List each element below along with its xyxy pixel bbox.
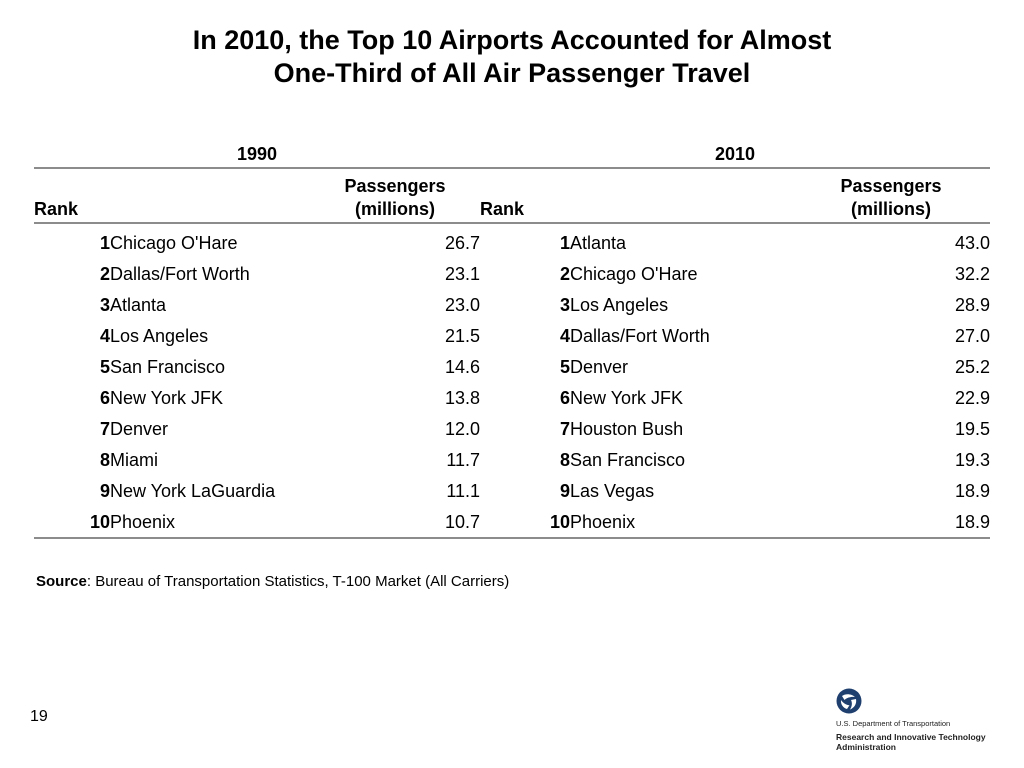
rank-2010-cell: 3 xyxy=(560,294,571,315)
passengers-1990-cell: 11.7 xyxy=(446,449,481,470)
table-row: 1 Chicago O'Hare 26.7 1 Atlanta 43.0 xyxy=(34,223,990,258)
airport-2010-cell: Dallas/Fort Worth xyxy=(570,325,710,346)
passengers-2010-cell: 19.3 xyxy=(954,449,991,470)
airport-1990-cell: Phoenix xyxy=(110,506,310,539)
logo-agency-line-2: Administration xyxy=(836,742,896,752)
airport-2010-cell: Los Angeles xyxy=(570,294,669,315)
year-2010-header: 2010 xyxy=(480,137,991,169)
rank-1990-cell: 5 xyxy=(99,356,110,377)
passengers-1990-cell: 14.6 xyxy=(444,356,481,377)
rank-2010-cell: 10 xyxy=(480,506,571,539)
passengers-2010-cell: 25.2 xyxy=(954,356,991,377)
airport-1990-cell: Dallas/Fort Worth xyxy=(110,263,250,284)
usdot-rita-logo: U.S. Department of Transportation Resear… xyxy=(836,688,1016,758)
rank-2010-cell: 9 xyxy=(560,480,571,501)
logo-agency-line-1: Research and Innovative Technology xyxy=(836,732,986,742)
passengers-2010-cell: 43.0 xyxy=(954,232,991,253)
passengers-2010-cell: 18.9 xyxy=(954,480,991,501)
passengers-1990-cell: 26.7 xyxy=(444,232,481,253)
source-label: Source xyxy=(36,573,87,590)
passengers-1990-cell: 11.1 xyxy=(446,480,481,501)
passengers-2010-header: Passengers (millions) xyxy=(792,168,991,224)
passengers-1990-cell: 23.1 xyxy=(444,263,481,284)
passengers-2010-cell: 28.9 xyxy=(954,294,991,315)
airport-2010-cell: New York JFK xyxy=(570,387,684,408)
passengers-2010-cell: 22.9 xyxy=(954,387,991,408)
table-row: 10 Phoenix 10.7 10 Phoenix 18.9 xyxy=(34,506,991,539)
slide-title-line-2: One-Third of All Air Passenger Travel xyxy=(273,58,751,88)
passengers-1990-header: Passengers (millions) xyxy=(310,168,481,224)
airport-1990-cell: Chicago O'Hare xyxy=(110,232,238,253)
rank-2010-cell: 4 xyxy=(560,325,571,346)
passengers-1990-cell: 10.7 xyxy=(310,506,481,539)
rank-1990-cell: 10 xyxy=(34,506,110,539)
page-number: 19 xyxy=(30,708,48,725)
rank-1990-cell: 8 xyxy=(99,449,110,470)
rank-2010-cell: 7 xyxy=(560,418,571,439)
table-row: 3 Atlanta 23.0 3 Los Angeles 28.9 xyxy=(34,289,990,320)
airport-2010-cell: Chicago O'Hare xyxy=(570,263,698,284)
passengers-header-line-1: Passengers xyxy=(840,176,942,196)
passengers-header-line-2: (millions) xyxy=(851,199,932,219)
passengers-2010-cell: 18.9 xyxy=(792,506,991,539)
rank-2010-cell: 6 xyxy=(560,387,571,408)
airport-1990-cell: Denver xyxy=(110,418,169,439)
column-header-row: Rank Passengers (millions) Rank Passenge… xyxy=(34,168,991,224)
airport-2010-header xyxy=(570,168,793,224)
airport-1990-header xyxy=(110,168,310,224)
table-row: 9 New York LaGuardia 11.1 9 Las Vegas 18… xyxy=(34,475,990,506)
logo-agency-text: Research and Innovative Technology Admin… xyxy=(836,732,986,752)
passengers-1990-cell: 12.0 xyxy=(444,418,481,439)
passengers-2010-cell: 27.0 xyxy=(954,325,991,346)
table-row: 6 New York JFK 13.8 6 New York JFK 22.9 xyxy=(34,382,990,413)
table-row: 5 San Francisco 14.6 5 Denver 25.2 xyxy=(34,351,990,382)
airport-2010-cell: Phoenix xyxy=(570,506,793,539)
source-text: : Bureau of Transportation Statistics, T… xyxy=(86,573,510,590)
airport-2010-cell: Las Vegas xyxy=(570,480,655,501)
slide-title-line-1: In 2010, the Top 10 Airports Accounted f… xyxy=(192,25,832,55)
rank-1990-cell: 7 xyxy=(99,418,110,439)
rank-2010-header: Rank xyxy=(480,168,571,224)
rank-1990-cell: 2 xyxy=(99,263,110,284)
airport-1990-cell: San Francisco xyxy=(110,356,226,377)
passengers-1990-cell: 21.5 xyxy=(444,325,481,346)
passengers-1990-cell: 13.8 xyxy=(444,387,481,408)
rank-2010-cell: 1 xyxy=(560,232,571,253)
airport-2010-cell: Denver xyxy=(570,356,629,377)
rank-1990-cell: 3 xyxy=(99,294,110,315)
rank-1990-cell: 9 xyxy=(99,480,110,501)
table-row: 2 Dallas/Fort Worth 23.1 2 Chicago O'Har… xyxy=(34,258,990,289)
rank-1990-cell: 6 xyxy=(99,387,110,408)
passengers-header-line-2: (millions) xyxy=(355,199,435,219)
rank-2010-cell: 2 xyxy=(560,263,571,284)
airport-2010-cell: Houston Bush xyxy=(570,418,684,439)
airport-2010-cell: Atlanta xyxy=(570,232,627,253)
rank-2010-cell: 8 xyxy=(560,449,571,470)
source-note: Source: Bureau of Transportation Statist… xyxy=(36,573,509,590)
airport-1990-cell: Atlanta xyxy=(110,294,167,315)
passengers-1990-cell: 23.0 xyxy=(444,294,481,315)
airport-1990-cell: Miami xyxy=(110,449,158,470)
year-1990-header: 1990 xyxy=(34,137,481,169)
rank-2010-cell: 5 xyxy=(560,356,571,377)
slide-title: In 2010, the Top 10 Airports Accounted f… xyxy=(0,24,1024,90)
table-row: 4 Los Angeles 21.5 4 Dallas/Fort Worth 2… xyxy=(34,320,990,351)
rank-1990-cell: 1 xyxy=(99,232,110,253)
airport-1990-cell: New York JFK xyxy=(110,387,224,408)
airport-1990-cell: Los Angeles xyxy=(110,325,209,346)
table-row: 8 Miami 11.7 8 San Francisco 19.3 xyxy=(34,444,990,475)
logo-department-text: U.S. Department of Transportation xyxy=(836,719,951,728)
passengers-2010-cell: 32.2 xyxy=(954,263,991,284)
passengers-2010-cell: 19.5 xyxy=(954,418,991,439)
table-row: 7 Denver 12.0 7 Houston Bush 19.5 xyxy=(34,413,990,444)
rank-1990-header: Rank xyxy=(34,168,110,224)
airport-1990-cell: New York LaGuardia xyxy=(110,480,276,501)
passengers-header-line-1: Passengers xyxy=(344,176,446,196)
airport-2010-cell: San Francisco xyxy=(570,449,686,470)
year-header-row: 1990 2010 xyxy=(34,137,991,169)
rank-1990-cell: 4 xyxy=(99,325,110,346)
usdot-triskelion-icon xyxy=(836,688,862,714)
airport-ranking-table: 1990 2010 Rank Passengers (millions) Ran… xyxy=(34,137,991,539)
